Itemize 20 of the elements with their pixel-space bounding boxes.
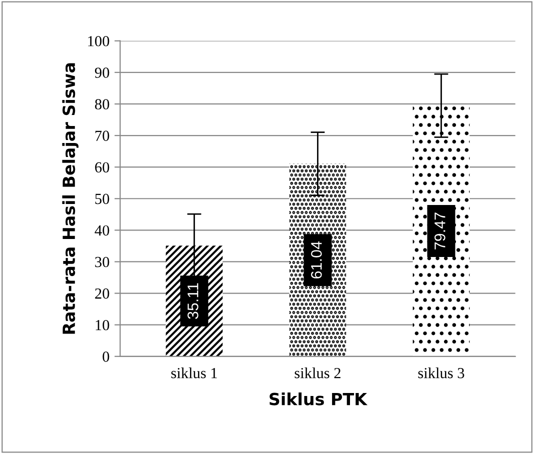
x-tick-label: siklus 3 xyxy=(418,368,464,378)
y-tick-label: 70 xyxy=(95,130,110,141)
data-label: 61.04 xyxy=(311,241,322,278)
x-axis-title: Siklus PTK xyxy=(270,392,368,406)
y-tick-label: 80 xyxy=(95,99,110,110)
y-tick-label: 60 xyxy=(95,162,110,173)
y-tick-label: 40 xyxy=(94,225,110,236)
bar xyxy=(412,106,470,356)
y-tick-label: 0 xyxy=(102,352,110,362)
y-tick-label: 20 xyxy=(95,288,110,299)
y-tick-label: 10 xyxy=(96,320,110,330)
y-tick-label: 50 xyxy=(95,194,110,204)
x-tick-label: siklus 1 xyxy=(171,368,217,378)
data-label: 79.47 xyxy=(434,212,446,250)
y-axis-title: Rata-rata Hasil Belajar Siswa xyxy=(62,63,78,334)
data-label: 35.11 xyxy=(188,283,198,319)
y-tick-label: 100 xyxy=(88,36,110,46)
y-tick-label: 30 xyxy=(95,256,110,268)
y-tick-label: 90 xyxy=(94,68,110,78)
x-tick-label: siklus 2 xyxy=(294,368,340,378)
